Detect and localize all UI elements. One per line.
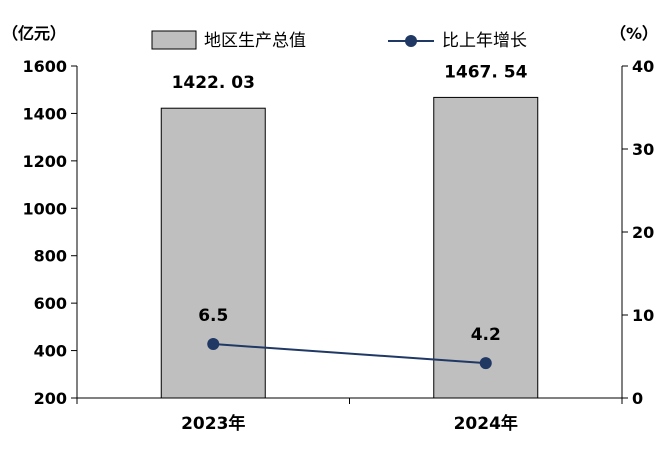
bar bbox=[160, 107, 266, 399]
growth-line bbox=[213, 343, 486, 365]
right-tick-label: 20 bbox=[632, 223, 654, 242]
right-tick-label: 30 bbox=[632, 140, 654, 159]
category-label: 2024年 bbox=[454, 413, 518, 434]
left-tick-label: 600 bbox=[34, 294, 67, 313]
left-tick-label: 1200 bbox=[22, 152, 67, 171]
x-axis-ticks bbox=[76, 398, 623, 404]
legend-swatch-marker bbox=[405, 35, 417, 47]
left-tick-label: 800 bbox=[34, 247, 67, 266]
left-tick-label: 200 bbox=[34, 389, 67, 408]
bar-value-label: 1467. 54 bbox=[444, 62, 528, 82]
line-series: 6.5 4.2 bbox=[198, 306, 501, 370]
legend-label-line: 比上年增长 bbox=[442, 31, 527, 51]
right-tick-label: 40 bbox=[632, 57, 654, 76]
left-axis-ticks: 200 400 600 800 1000 1200 1400 1600 bbox=[22, 57, 77, 408]
left-tick-label: 1400 bbox=[22, 104, 67, 123]
category-label: 2023年 bbox=[181, 413, 245, 434]
bar-value-label: 1422. 03 bbox=[172, 73, 255, 93]
legend-label-bar: 地区生产总值 bbox=[204, 31, 306, 51]
left-tick-label: 1000 bbox=[22, 199, 67, 218]
growth-value-label: 6.5 bbox=[198, 306, 228, 326]
category-labels: 2023年 2024年 bbox=[181, 413, 518, 434]
right-tick-label: 10 bbox=[632, 306, 654, 325]
right-axis-unit: （%） bbox=[610, 24, 658, 43]
bar bbox=[433, 96, 539, 399]
left-tick-label: 1600 bbox=[22, 57, 67, 76]
growth-point bbox=[207, 338, 220, 351]
right-axis-ticks: 0 10 20 30 40 bbox=[622, 57, 654, 408]
left-tick-label: 400 bbox=[34, 342, 67, 361]
growth-value-label: 4.2 bbox=[471, 325, 501, 345]
right-tick-label: 0 bbox=[632, 389, 643, 408]
legend: 地区生产总值 比上年增长 bbox=[151, 30, 527, 51]
legend-swatch-bar bbox=[151, 30, 197, 50]
growth-point bbox=[479, 357, 492, 370]
left-axis-unit: （亿元） bbox=[2, 24, 66, 43]
